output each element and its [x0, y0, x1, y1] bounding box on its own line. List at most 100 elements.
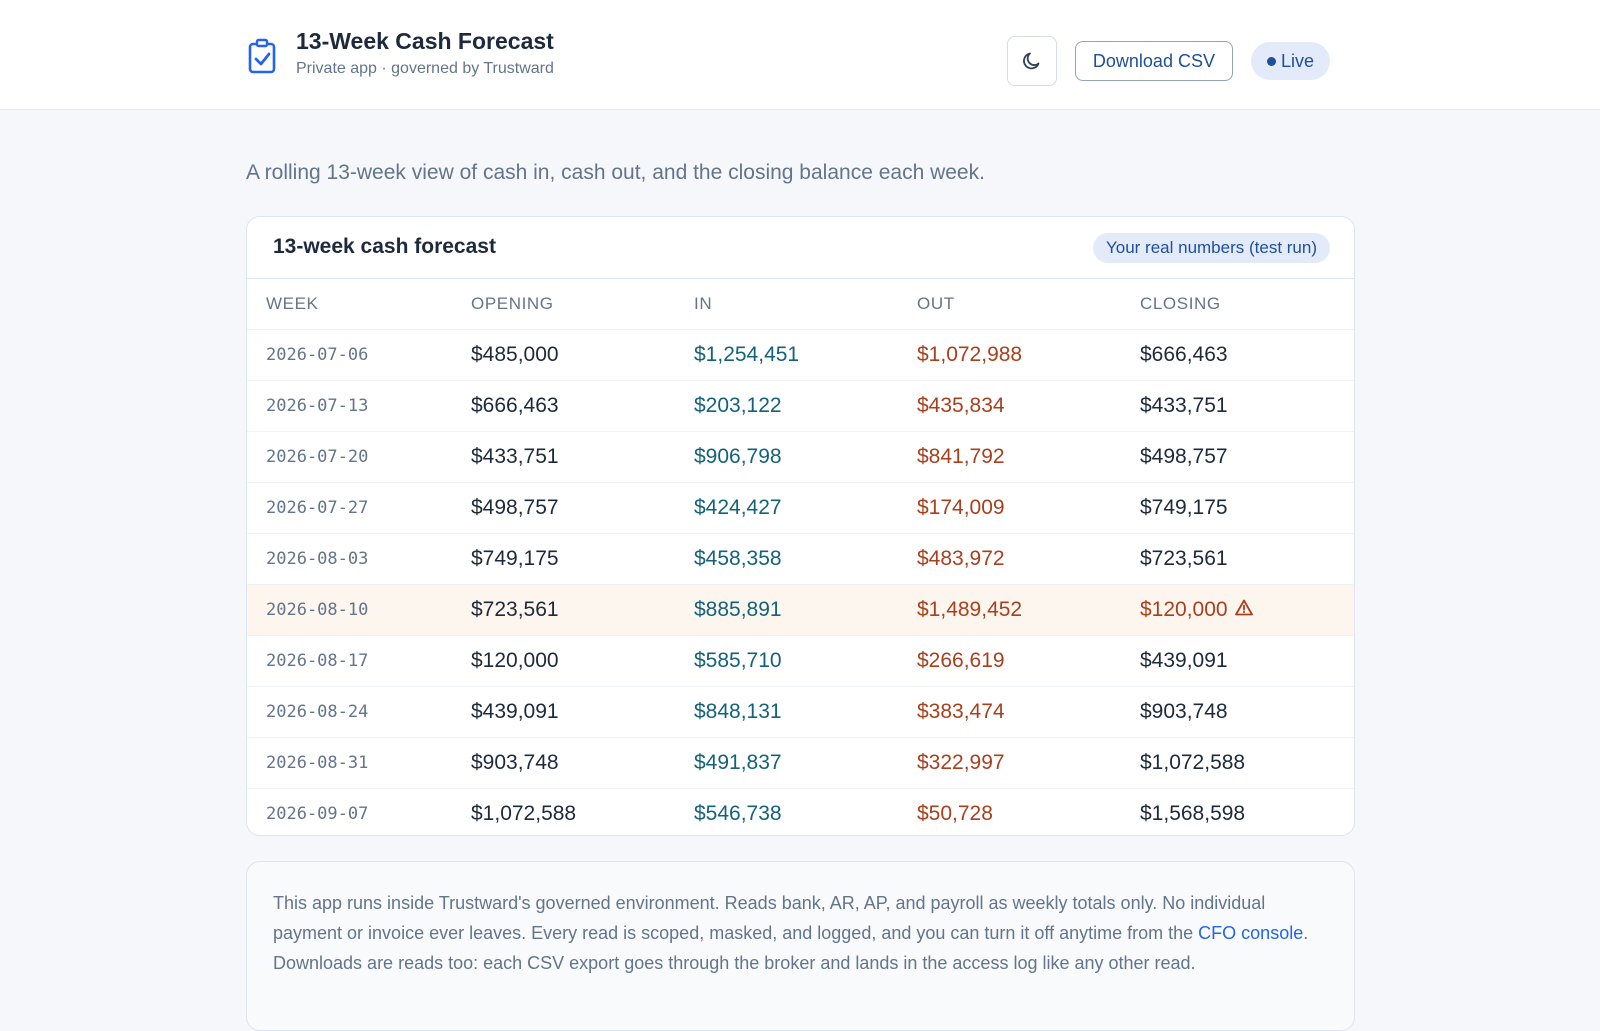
cell-opening: $903,748 — [471, 750, 559, 774]
cell-in: $491,837 — [694, 750, 782, 774]
cell-closing-container: $1,568,598 — [1140, 788, 1354, 835]
cell-closing: $498,757 — [1140, 444, 1228, 468]
cell-out: $50,728 — [917, 801, 993, 825]
cell-out: $322,997 — [917, 750, 1005, 774]
table-row: 2026-08-17 $120,000 $585,710 $266,619 $439,0… — [247, 635, 1354, 687]
top-bar: 13-Week Cash Forecast Private app · gove… — [0, 0, 1600, 110]
cell-closing-container: $723,561 — [1140, 533, 1354, 585]
cell-closing: $433,751 — [1140, 393, 1228, 417]
note-text-after: . Downloads are reads too: each CSV expo… — [273, 923, 1309, 973]
table-row: 2026-09-07 $1,072,588 $546,738 $50,728 $1,56… — [247, 788, 1354, 835]
cell-in-container: $546,738 — [694, 788, 917, 835]
header-actions: Download CSV Live — [1006, 36, 1330, 86]
cell-opening-container: $120,000 — [471, 635, 694, 687]
cell-closing: $749,175 — [1140, 495, 1228, 519]
cell-opening-container: $749,175 — [471, 533, 694, 585]
cell-in-container: $1,254,451 — [694, 329, 917, 381]
cell-closing: $439,091 — [1140, 648, 1228, 672]
cell-out: $483,972 — [917, 546, 1005, 570]
cell-closing-container: $433,751 — [1140, 380, 1354, 432]
cell-week: 2026-07-06 — [266, 344, 369, 365]
cell-out: $1,489,452 — [917, 597, 1023, 621]
cell-opening-container: $666,463 — [471, 380, 694, 432]
cell-closing-container: $903,748 — [1140, 686, 1354, 738]
table-row: 2026-07-13 $666,463 $203,122 $435,834 $433,7… — [247, 380, 1354, 432]
cell-opening-container: $498,757 — [471, 482, 694, 534]
cell-week: 2026-08-17 — [266, 650, 369, 671]
table-row: 2026-07-06 $485,000 $1,254,451 $1,072,988 $6… — [247, 329, 1354, 381]
cell-week-container: 2026-08-03 — [247, 533, 471, 585]
cell-closing-container: $1,072,588 — [1140, 737, 1354, 789]
live-dot-icon — [1266, 56, 1276, 66]
cell-closing-container: $120,000 — [1140, 584, 1354, 636]
cell-opening-container: $723,561 — [471, 584, 694, 636]
clipboard-check-icon — [248, 38, 276, 74]
cell-closing-container: $498,757 — [1140, 431, 1354, 483]
cell-in-container: $203,122 — [694, 380, 917, 432]
cell-in: $848,131 — [694, 699, 782, 723]
cell-week-container: 2026-08-10 — [247, 584, 471, 636]
cell-in-container: $885,891 — [694, 584, 917, 636]
cell-out-container: $266,619 — [917, 635, 1140, 687]
cell-in: $885,891 — [694, 597, 782, 621]
cell-week-container: 2026-07-20 — [247, 431, 471, 483]
cell-in: $906,798 — [694, 444, 782, 468]
cell-opening-container: $439,091 — [471, 686, 694, 738]
cell-closing: $666,463 — [1140, 342, 1228, 366]
app-subtitle: Private app · governed by Trustward — [296, 60, 554, 77]
cell-in: $458,358 — [694, 546, 782, 570]
cell-closing: $120,000 — [1140, 597, 1228, 621]
live-label: Live — [1280, 50, 1314, 71]
app-brand: 13-Week Cash Forecast Private app · gove… — [246, 26, 554, 78]
cell-opening: $485,000 — [471, 342, 559, 366]
cell-out: $383,474 — [917, 699, 1005, 723]
cell-out-container: $1,072,988 — [917, 329, 1140, 381]
forecast-card: 13-week cash forecast Your real numbers … — [246, 216, 1355, 836]
cell-opening: $666,463 — [471, 393, 559, 417]
cell-in: $203,122 — [694, 393, 782, 417]
live-status-badge: Live — [1250, 42, 1330, 80]
column-header-opening: Opening — [471, 279, 694, 330]
governance-note: This app runs inside Trustward's governe… — [246, 861, 1355, 1031]
cell-out: $174,009 — [917, 495, 1005, 519]
cell-closing: $1,072,588 — [1140, 750, 1246, 774]
cell-out: $435,834 — [917, 393, 1005, 417]
cell-closing-container: $749,175 — [1140, 482, 1354, 534]
page-intro: A rolling 13-week view of cash in, cash … — [246, 161, 985, 184]
cell-week: 2026-08-03 — [266, 548, 369, 569]
column-header-out: Out — [917, 279, 1140, 330]
cell-in-container: $424,427 — [694, 482, 917, 534]
cell-out-container: $483,972 — [917, 533, 1140, 585]
download-csv-button[interactable]: Download CSV — [1074, 41, 1233, 81]
app-title: 13-Week Cash Forecast — [296, 28, 554, 54]
cell-closing: $723,561 — [1140, 546, 1228, 570]
cell-opening-container: $485,000 — [471, 329, 694, 381]
cell-week-container: 2026-07-13 — [247, 380, 471, 432]
cell-out: $1,072,988 — [917, 342, 1023, 366]
cfo-console-link[interactable]: CFO console — [1198, 923, 1304, 943]
cell-out-container: $322,997 — [917, 737, 1140, 789]
cell-week: 2026-09-07 — [266, 803, 369, 824]
cell-opening-container: $433,751 — [471, 431, 694, 483]
warning-icon — [1234, 599, 1253, 615]
cell-week-container: 2026-08-31 — [247, 737, 471, 789]
brand-text: 13-Week Cash Forecast Private app · gove… — [296, 26, 554, 78]
cell-week: 2026-08-24 — [266, 701, 369, 722]
theme-toggle-button[interactable] — [1006, 36, 1057, 86]
table-row: 2026-07-20 $433,751 $906,798 $841,792 $498,7… — [247, 431, 1354, 483]
cell-opening: $433,751 — [471, 444, 559, 468]
cell-week: 2026-07-27 — [266, 497, 369, 518]
cell-closing-container: $439,091 — [1140, 635, 1354, 687]
cell-opening: $120,000 — [471, 648, 559, 672]
column-header-in: In — [694, 279, 917, 330]
cell-in-container: $585,710 — [694, 635, 917, 687]
table-row: 2026-07-27 $498,757 $424,427 $174,009 $749,1… — [247, 482, 1354, 534]
card-title: 13-week cash forecast — [273, 235, 496, 258]
cell-opening: $498,757 — [471, 495, 559, 519]
cell-opening: $439,091 — [471, 699, 559, 723]
forecast-table: Week Opening In Out Closing 2026-07-06 $4… — [247, 279, 1354, 835]
moon-icon — [1023, 52, 1040, 70]
cell-out-container: $383,474 — [917, 686, 1140, 738]
cell-in-container: $491,837 — [694, 737, 917, 789]
column-header-closing: Closing — [1140, 279, 1354, 330]
